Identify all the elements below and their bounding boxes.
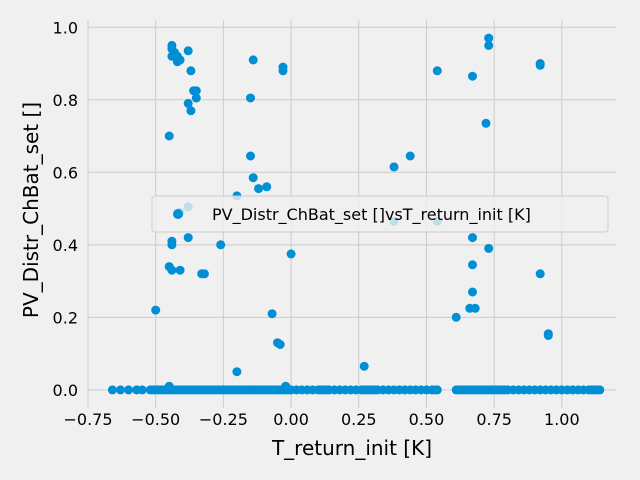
data-point — [191, 86, 201, 96]
data-point — [432, 66, 442, 76]
y-tick-label: 1.0 — [53, 18, 78, 37]
legend: PV_Distr_ChBat_set []vsT_return_init [K] — [151, 195, 609, 233]
x-tick-label: 0.00 — [273, 410, 309, 429]
data-point — [186, 66, 196, 76]
data-point — [535, 60, 545, 70]
data-points — [107, 33, 605, 395]
data-point — [405, 151, 415, 161]
x-tick-label: −0.25 — [199, 410, 248, 429]
x-tick-label: −0.50 — [131, 410, 180, 429]
data-point — [451, 312, 461, 322]
data-point — [484, 243, 494, 253]
x-tick-label: 0.75 — [476, 410, 512, 429]
data-point — [232, 367, 242, 377]
y-tick-label: 0.2 — [53, 308, 78, 327]
data-point — [468, 260, 477, 270]
legend-entry-label: PV_Distr_ChBat_set []vsT_return_init [K] — [212, 205, 531, 225]
data-point — [183, 46, 193, 56]
data-point — [164, 131, 174, 141]
data-point — [107, 385, 117, 395]
data-point — [116, 385, 125, 395]
y-axis-label: PV_Distr_ChBat_set [] — [19, 102, 43, 318]
data-point — [484, 33, 494, 43]
data-point — [246, 93, 255, 103]
data-point — [254, 184, 264, 194]
y-tick-label: 0.4 — [53, 236, 78, 255]
data-point — [275, 340, 285, 349]
data-point — [199, 269, 209, 279]
data-point — [172, 57, 182, 67]
data-point — [468, 71, 477, 81]
data-point — [267, 309, 277, 319]
data-point — [183, 98, 193, 108]
data-point — [164, 381, 174, 391]
y-tick-label: 0.0 — [53, 381, 78, 400]
x-tick-label: −0.75 — [63, 410, 112, 429]
data-point — [151, 305, 161, 315]
data-point — [484, 40, 494, 50]
data-point — [286, 249, 296, 259]
data-point — [183, 233, 193, 243]
data-point — [124, 385, 134, 395]
data-point — [175, 265, 185, 275]
data-point — [137, 385, 147, 395]
data-point — [167, 240, 177, 250]
data-point — [389, 162, 399, 172]
data-point — [432, 385, 442, 395]
data-point — [191, 93, 201, 103]
data-point — [281, 381, 291, 391]
data-point — [468, 233, 477, 243]
tick-labels: −0.75 −0.50 −0.25 0.00 0.25 0.50 0.75 1.00 0.0 0.… — [53, 18, 580, 429]
data-point — [246, 151, 255, 161]
data-point — [167, 265, 177, 275]
x-tick-label: 1.00 — [544, 410, 580, 429]
data-point — [470, 303, 480, 313]
data-point — [216, 240, 226, 250]
x-tick-label: 0.25 — [341, 410, 377, 429]
y-tick-label: 0.6 — [53, 163, 78, 182]
data-point — [535, 269, 545, 279]
data-point — [186, 106, 196, 116]
x-tick-label: 0.50 — [409, 410, 445, 429]
data-point — [278, 66, 288, 76]
y-tick-label: 0.8 — [53, 91, 78, 110]
data-point — [481, 118, 491, 128]
data-point — [468, 287, 477, 297]
legend-marker — [173, 209, 183, 219]
data-point — [359, 361, 369, 371]
data-point — [595, 385, 605, 395]
data-point — [248, 55, 258, 65]
x-axis-label: T_return_init [K] — [271, 436, 432, 460]
data-point — [248, 173, 258, 183]
legend-box — [151, 195, 609, 233]
data-point — [262, 182, 272, 192]
data-point — [543, 331, 553, 340]
